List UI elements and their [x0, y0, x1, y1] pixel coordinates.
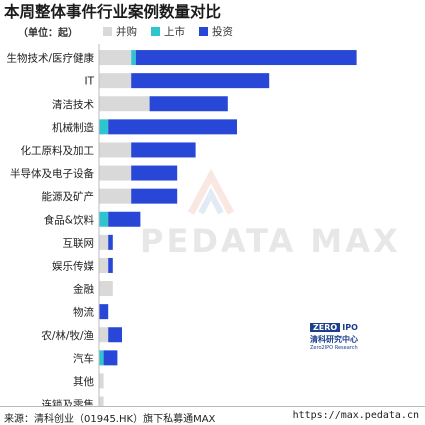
- bar-segment-ipo: [99, 119, 109, 135]
- bar-segment-merger: [99, 257, 109, 273]
- category-label: 食品&饮料: [44, 213, 95, 226]
- bar-segment-investment: [108, 257, 113, 273]
- bar-segment-investment: [131, 188, 178, 204]
- category-label: 生物技术/医疗健康: [6, 52, 94, 65]
- category-label: 机械制造: [52, 121, 94, 134]
- category-label: 化工原料及加工: [21, 144, 95, 157]
- category-label: 其他: [73, 375, 94, 388]
- category-label: 能源及矿产: [42, 190, 95, 203]
- category-label: 农/林/牧/渔: [41, 329, 94, 342]
- bar-segment-investment: [99, 304, 109, 320]
- watermark-text: PEDATA MAX: [140, 222, 401, 260]
- legend-item-merger: 并购: [103, 24, 137, 39]
- footer: 来源：清科创业（01945.HK）旗下私募通MAX https://max.pe…: [0, 406, 425, 425]
- watermark-logo-icon: [187, 168, 235, 215]
- legend-item-ipo: 上市: [151, 24, 185, 39]
- legend-label-ipo: 上市: [164, 26, 185, 38]
- legend-swatch-ipo: [151, 27, 160, 36]
- footer-url: https://max.pedata.cn: [292, 410, 419, 421]
- bar-segment-investment: [131, 142, 196, 158]
- bar-segment-merger: [99, 188, 132, 204]
- legend-swatch-investment: [199, 27, 208, 36]
- bar-segment-ipo: [99, 211, 109, 227]
- bar-segment-merger: [99, 73, 132, 89]
- bar-segment-investment: [103, 350, 118, 366]
- category-label: 互联网: [63, 237, 95, 249]
- bar-chart: 生物技术/医疗健康 IT 清洁技术机械制造化工原料及加工半导体及电子设备能源及矿产食…: [6, 44, 357, 406]
- bar-segment-investment: [131, 165, 178, 181]
- category-label: 物流: [73, 306, 94, 319]
- footer-source: 来源：清科创业（01945.HK）旗下私募通MAX: [4, 414, 216, 425]
- legend-item-investment: 投资: [199, 24, 233, 39]
- category-label: 连锁及零售: [42, 398, 95, 406]
- category-label: IT: [84, 76, 94, 88]
- unit-label: （单位：起）: [18, 28, 78, 39]
- category-label: 娱乐传媒: [52, 259, 94, 272]
- bar-segment-merger: [99, 50, 132, 66]
- chart-title: 本周整体事件行业案例数量对比: [4, 3, 222, 21]
- category-label: 清洁技术: [52, 98, 94, 111]
- bar-segment-investment: [108, 327, 122, 343]
- zero2ipo-logo: ZERO IPO 清科研究中心 Zero2IPO Research: [310, 323, 380, 351]
- legend-label-investment: 投资: [212, 26, 233, 38]
- bar-segment-merger: [99, 396, 104, 406]
- legend-label-merger: 并购: [116, 26, 137, 38]
- logo-en: Zero2IPO Research: [310, 345, 358, 351]
- bar-segment-investment: [108, 211, 141, 227]
- bar-segment-investment: [108, 119, 237, 135]
- logo-mark-right: IPO: [342, 323, 358, 332]
- bar-segment-investment: [135, 50, 357, 66]
- logo-mark-left: ZERO: [310, 323, 341, 332]
- bar-segment-merger: [99, 234, 109, 250]
- bar-segment-investment: [131, 73, 270, 89]
- legend-swatch-merger: [103, 27, 112, 36]
- category-label: 金融: [73, 283, 94, 296]
- bar-segment-merger: [99, 373, 104, 389]
- bar-segment-investment: [149, 96, 228, 112]
- bar-segment-merger: [99, 96, 150, 112]
- bar-segment-investment: [108, 234, 113, 250]
- bar-segment-ipo: [99, 350, 104, 366]
- bar-segment-merger: [99, 327, 109, 343]
- category-label: 半导体及电子设备: [10, 167, 94, 180]
- legend: 并购 上市 投资: [103, 24, 233, 39]
- bar-segment-merger: [99, 281, 113, 297]
- bar-segment-merger: [99, 165, 132, 181]
- logo-cn: 清科研究中心: [310, 335, 358, 344]
- bar-segment-merger: [99, 142, 132, 158]
- category-label: 汽车: [73, 352, 94, 365]
- bar-segment-ipo: [131, 50, 136, 66]
